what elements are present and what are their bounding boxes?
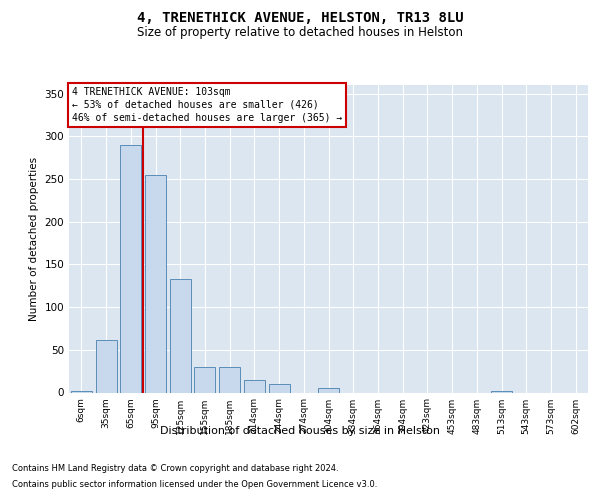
Text: Contains HM Land Registry data © Crown copyright and database right 2024.: Contains HM Land Registry data © Crown c… [12,464,338,473]
Bar [95,340,116,392]
Text: Distribution of detached houses by size in Helston: Distribution of detached houses by size … [160,426,440,436]
Bar [244,380,265,392]
Bar [71,391,92,392]
Bar [145,174,166,392]
Text: Contains public sector information licensed under the Open Government Licence v3: Contains public sector information licen… [12,480,377,489]
Bar [194,367,215,392]
Bar [269,384,290,392]
Bar [318,388,339,392]
Bar [491,391,512,392]
Text: Size of property relative to detached houses in Helston: Size of property relative to detached ho… [137,26,463,39]
Text: 4 TRENETHICK AVENUE: 103sqm
← 53% of detached houses are smaller (426)
46% of se: 4 TRENETHICK AVENUE: 103sqm ← 53% of det… [71,86,342,123]
Y-axis label: Number of detached properties: Number of detached properties [29,156,39,321]
Text: 4, TRENETHICK AVENUE, HELSTON, TR13 8LU: 4, TRENETHICK AVENUE, HELSTON, TR13 8LU [137,11,463,25]
Bar [120,145,141,392]
Bar [170,279,191,392]
Bar [219,367,240,392]
